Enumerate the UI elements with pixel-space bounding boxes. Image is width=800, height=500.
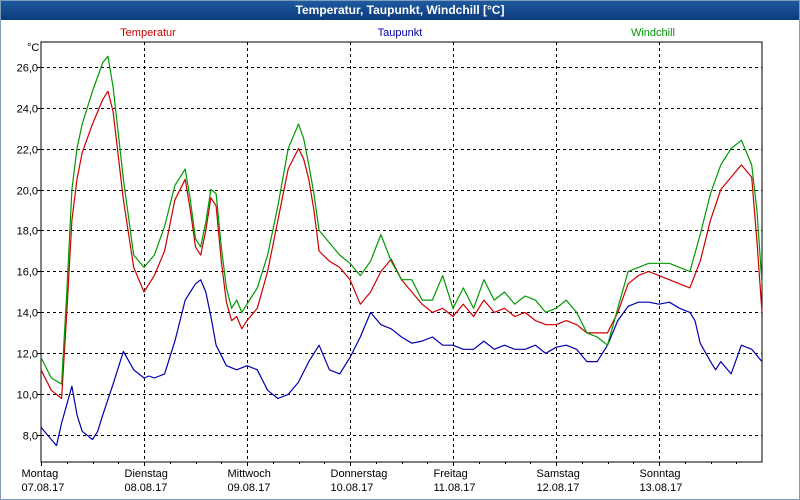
grid-lines — [41, 42, 762, 462]
x-tick-label-day: Donnerstag — [331, 468, 388, 480]
plot-area — [40, 41, 763, 463]
y-axis-label: °C — [27, 42, 39, 54]
legend-item-windchill: Windchill — [631, 27, 675, 39]
y-tick-label: 12,0 — [17, 349, 38, 361]
y-axis: 8,0 10,0 12,0 14,0 16,0 18,0 20,0 22,0 24,0 26,0 — [17, 63, 41, 443]
y-tick-label: 16,0 — [17, 267, 38, 279]
x-tick-label-day: Dienstag — [125, 468, 168, 480]
series-line-windchill — [40, 55, 763, 385]
x-tick-label-date: 09.08.17 — [228, 482, 271, 494]
x-tick-label-date: 10.08.17 — [331, 482, 374, 494]
y-tick-label: 20,0 — [17, 186, 38, 198]
y-tick-label: 26,0 — [17, 63, 38, 75]
x-tick-label-day: Mittwoch — [228, 468, 271, 480]
legend-item-taupunkt: Taupunkt — [378, 27, 423, 39]
x-tick-label-day: Freitag — [434, 468, 468, 480]
legend: Temperatur Taupunkt Windchill — [120, 27, 675, 39]
series-group — [40, 55, 763, 447]
x-tick-label-day: Sonntag — [640, 468, 681, 480]
y-tick-label: 14,0 — [17, 308, 38, 320]
x-tick-label-day: Samstag — [537, 468, 580, 480]
x-tick-label-date: 13.08.17 — [640, 482, 683, 494]
chart-canvas: 8,010,012,014,016,018,020,022,024,026,0 … — [17, 27, 763, 494]
x-tick-label-day: Montag — [22, 468, 59, 480]
y-tick-label: 10,0 — [17, 390, 38, 402]
y-tick-label: 22,0 — [17, 145, 38, 157]
x-tick-label-date: 11.08.17 — [434, 482, 476, 494]
x-tick-label-date: 07.08.17 — [22, 482, 65, 494]
y-tick-label: 18,0 — [17, 226, 38, 238]
y-tick-label: 8,0 — [23, 431, 38, 443]
y-tick-label: 24,0 — [17, 104, 38, 116]
window-title: Temperatur, Taupunkt, Windchill [°C] — [1, 1, 799, 20]
series-line-temperatur — [40, 90, 763, 400]
legend-item-temperatur: Temperatur — [120, 27, 176, 39]
x-tick-label-date: 12.08.17 — [537, 482, 580, 494]
x-tick-label-date: 08.08.17 — [125, 482, 168, 494]
series-line-taupunkt — [40, 279, 763, 447]
x-axis: Montag 07.08.17 Dienstag 08.08.17 Mittwoch 09… — [22, 462, 737, 494]
